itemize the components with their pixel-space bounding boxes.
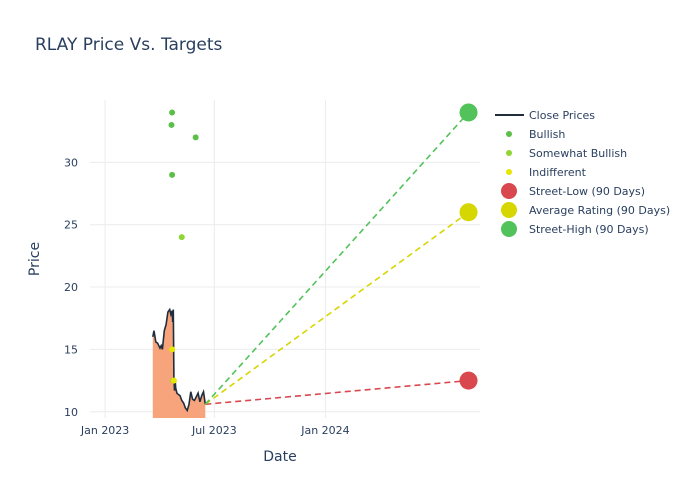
rating-point [168, 121, 175, 128]
legend-dot-swatch [501, 183, 517, 199]
legend-label: Street-Low (90 Days) [529, 185, 645, 198]
legend-dot-swatch [501, 221, 517, 237]
x-axis-title: Date [263, 449, 296, 465]
y-tick-label: 15 [64, 343, 78, 356]
legend: Close Prices Bullish Somewhat Bullish Indif… [495, 109, 670, 237]
y-axis-title: Price [27, 242, 43, 276]
legend-label: Indifferent [529, 166, 587, 179]
legend-dot-swatch [506, 131, 512, 137]
grid-lines [90, 100, 480, 418]
close-price-line [152, 307, 207, 413]
target-dot [459, 203, 478, 222]
y-tick-label: 30 [64, 156, 78, 169]
y-axis-ticks: 10 15 20 25 30 [64, 156, 78, 418]
rating-point [169, 109, 176, 116]
rating-point [178, 234, 185, 241]
y-tick-label: 10 [64, 406, 78, 419]
legend-label: Average Rating (90 Days) [529, 204, 670, 217]
legend-label: Somewhat Bullish [529, 147, 627, 160]
rating-point [192, 134, 199, 141]
target-dots-layer [459, 103, 478, 390]
legend-label: Street-High (90 Days) [529, 223, 649, 236]
legend-dot-swatch [506, 150, 512, 156]
target-dot [459, 103, 478, 122]
legend-label: Bullish [529, 128, 565, 141]
rating-point [170, 377, 177, 384]
x-tick-label: Jan 2024 [300, 424, 349, 437]
x-tick-label: Jan 2023 [80, 424, 129, 437]
chart-title: RLAY Price Vs. Targets [35, 35, 223, 55]
rating-points-layer [168, 109, 199, 384]
y-tick-label: 20 [64, 281, 78, 294]
x-axis-ticks: Jan 2023 Jul 2023 Jan 2024 [80, 424, 350, 437]
legend-dot-swatch [506, 169, 512, 175]
price-line-layer [152, 307, 207, 413]
y-tick-label: 25 [64, 219, 78, 232]
target-lines-layer [204, 111, 470, 406]
target-line [205, 379, 469, 406]
target-dot [459, 371, 478, 390]
legend-dot-swatch [501, 202, 517, 218]
rating-point [169, 346, 176, 353]
x-tick-label: Jul 2023 [191, 424, 237, 437]
target-line [204, 111, 470, 405]
close-price-area [152, 309, 206, 418]
target-line [204, 211, 470, 405]
rating-point [169, 171, 176, 178]
price-area-layer [152, 309, 206, 418]
legend-label: Close Prices [529, 109, 595, 122]
